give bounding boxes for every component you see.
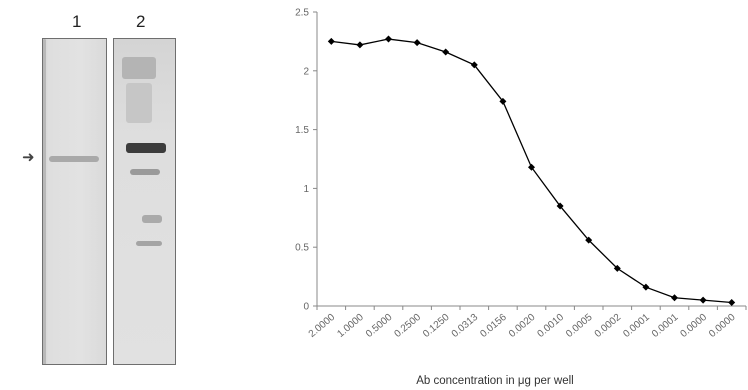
- data-point: [327, 37, 335, 45]
- chart-series: [327, 35, 736, 306]
- blot-band: [136, 241, 162, 246]
- series-line: [331, 38, 732, 304]
- x-tick-label: 1.0000: [335, 312, 366, 340]
- x-tick-label: 0.0313: [450, 312, 481, 340]
- x-axis-label: Ab concentration in μg per well: [416, 375, 574, 387]
- blot-band: [122, 57, 156, 79]
- x-tick-label: 0.0001: [650, 312, 681, 340]
- blot-band: [126, 83, 152, 123]
- blot-band: [142, 215, 162, 223]
- data-point: [385, 35, 392, 43]
- data-point: [585, 236, 593, 244]
- binding-curve-chart: 0 0.5 1 1.5 2 2.5 2.00001.00000.50000.25000.1…: [295, 8, 747, 387]
- blot-lane-1: [42, 38, 107, 365]
- arrow-icon: ➜: [22, 149, 35, 166]
- data-point: [556, 202, 564, 210]
- y-tick-label: 2: [303, 66, 309, 77]
- x-tick-label: 0.0002: [593, 312, 624, 340]
- blot-band: [49, 156, 99, 162]
- data-point: [671, 294, 678, 302]
- data-point: [442, 48, 450, 56]
- y-axis-ticks: 0 0.5 1 1.5 2 2.5: [295, 8, 317, 313]
- x-tick-label: 0.0010: [536, 312, 567, 340]
- data-point: [356, 41, 364, 49]
- lane-1-label: 1: [72, 12, 82, 31]
- x-axis-ticks: 2.00001.00000.50000.25000.12500.03130.01…: [307, 306, 747, 340]
- x-tick-label: 0.1250: [421, 312, 452, 340]
- blot-smear: [43, 39, 46, 364]
- y-tick-label: 2.5: [295, 8, 309, 19]
- x-tick-label: 0.0020: [507, 312, 538, 340]
- x-tick-label: 2.0000: [307, 312, 338, 340]
- chart-axes: [316, 12, 746, 307]
- y-tick-label: 1.5: [295, 125, 309, 136]
- blot-band: [126, 143, 166, 153]
- data-point: [528, 163, 535, 171]
- x-tick-label: 0.0000: [679, 312, 710, 340]
- data-point: [728, 298, 736, 306]
- x-tick-label: 0.0156: [478, 312, 509, 340]
- x-tick-label: 0.0000: [707, 312, 738, 340]
- western-blot-panel: 1 2 ➜: [0, 0, 190, 390]
- x-tick-label: 0.0001: [621, 312, 652, 340]
- data-point: [499, 97, 507, 105]
- blot-lane-2: [113, 38, 176, 365]
- data-point: [642, 283, 650, 291]
- data-point: [613, 264, 621, 272]
- x-tick-label: 0.2500: [393, 312, 424, 340]
- y-tick-label: 0.5: [295, 243, 309, 254]
- lane-2-label: 2: [136, 12, 146, 31]
- y-tick-label: 0: [303, 302, 309, 313]
- data-point: [699, 296, 707, 304]
- y-tick-label: 1: [303, 184, 309, 195]
- x-tick-label: 0.5000: [364, 312, 395, 340]
- data-point: [413, 39, 421, 47]
- data-point: [470, 61, 478, 69]
- x-tick-label: 0.0005: [564, 312, 595, 340]
- blot-band: [130, 169, 160, 175]
